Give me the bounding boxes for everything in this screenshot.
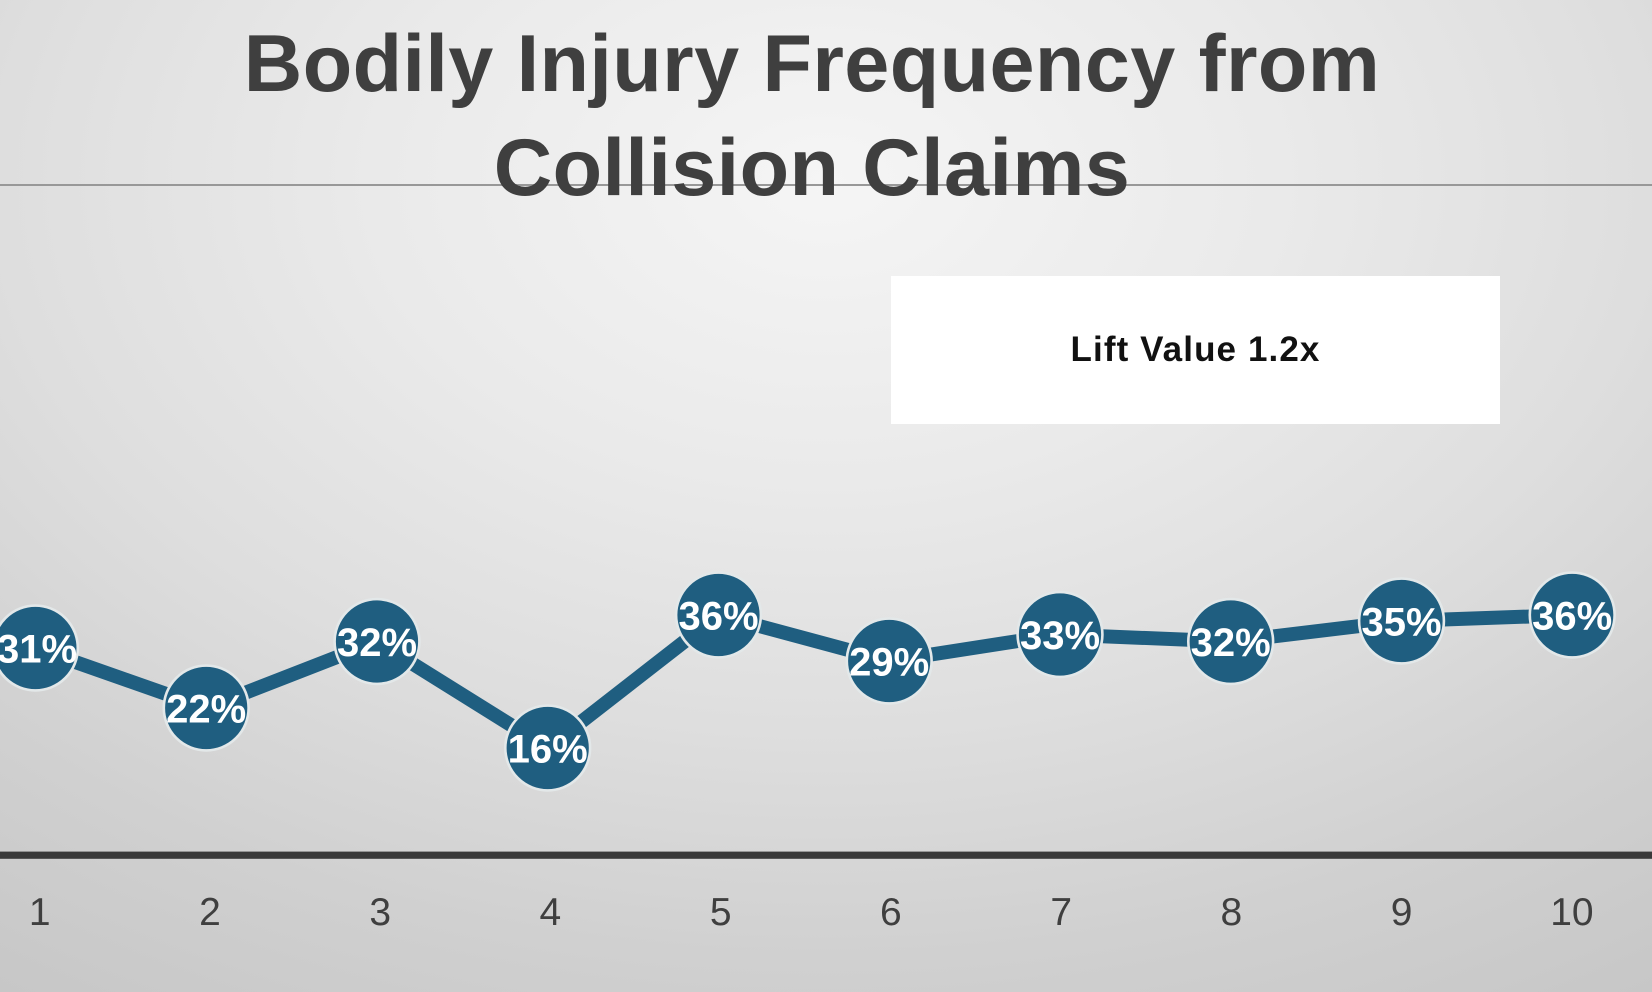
svg-text:5: 5 xyxy=(710,891,732,934)
svg-text:32%: 32% xyxy=(337,621,417,665)
svg-text:10: 10 xyxy=(1550,891,1593,934)
svg-text:9: 9 xyxy=(1391,891,1413,934)
svg-text:6: 6 xyxy=(880,891,902,934)
svg-text:32%: 32% xyxy=(1191,621,1271,665)
svg-text:1: 1 xyxy=(29,891,51,934)
svg-text:35%: 35% xyxy=(1361,600,1441,644)
svg-text:4: 4 xyxy=(540,891,562,934)
svg-text:8: 8 xyxy=(1221,891,1243,934)
svg-text:16%: 16% xyxy=(508,727,588,771)
svg-text:31%: 31% xyxy=(0,627,77,671)
svg-text:3: 3 xyxy=(369,891,391,934)
svg-text:36%: 36% xyxy=(1532,594,1612,638)
svg-text:2: 2 xyxy=(199,891,221,934)
svg-text:29%: 29% xyxy=(849,640,929,684)
svg-text:22%: 22% xyxy=(166,687,246,731)
svg-text:36%: 36% xyxy=(678,594,758,638)
svg-text:33%: 33% xyxy=(1020,614,1100,658)
svg-text:7: 7 xyxy=(1050,891,1072,934)
